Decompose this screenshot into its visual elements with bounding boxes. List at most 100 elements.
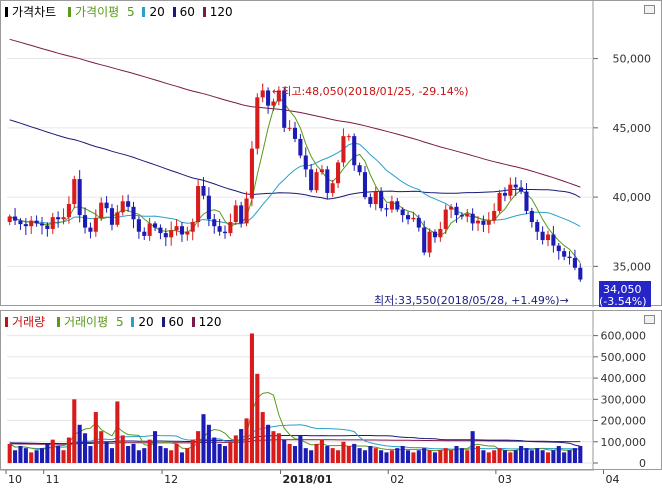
date-tick-label: 11 xyxy=(46,473,60,486)
volume-bar xyxy=(572,448,577,463)
volume-bar xyxy=(249,333,254,463)
volume-bar xyxy=(115,401,120,463)
legend-ma120: 120 xyxy=(209,5,233,19)
candle-body xyxy=(508,184,513,196)
volume-bar xyxy=(454,446,459,463)
date-tick-label: 03 xyxy=(498,473,512,486)
volume-bar xyxy=(244,418,249,463)
candle-body xyxy=(88,227,93,232)
volume-bar xyxy=(567,450,572,463)
legend-marker-icon xyxy=(68,7,71,17)
candle-body xyxy=(454,206,459,216)
candle-body xyxy=(233,205,238,223)
candle-body xyxy=(362,172,368,198)
candle-body xyxy=(179,226,184,235)
volume-bar xyxy=(314,443,319,463)
candle-body xyxy=(465,213,470,217)
volume-bar xyxy=(179,452,184,463)
candle-body xyxy=(545,234,551,241)
legend-vma60: 60 xyxy=(168,315,184,329)
candle-body xyxy=(352,136,357,166)
candle-body xyxy=(481,220,486,225)
date-tick-label: 12 xyxy=(164,473,178,486)
volume-tick-label: 600,000 xyxy=(601,330,647,343)
candle-body xyxy=(438,228,443,238)
price-tick-label: 40,000 xyxy=(613,191,652,204)
candle-body xyxy=(158,227,163,234)
legend-marker-icon xyxy=(161,317,165,327)
legend-marker-icon xyxy=(131,317,135,327)
candle-body xyxy=(147,223,152,236)
candle-body xyxy=(578,267,583,280)
volume-bar xyxy=(271,431,276,463)
candle-body xyxy=(384,208,389,210)
candle-body xyxy=(126,201,131,207)
volume-bar xyxy=(233,435,238,463)
volume-bar xyxy=(362,450,368,463)
candle-body xyxy=(174,226,179,231)
candle-body xyxy=(556,245,561,252)
volume-legend: 거래량 거래이평 5 20 60 120 xyxy=(5,313,230,330)
candle-body xyxy=(271,101,276,106)
price-legend-title: 가격차트 xyxy=(5,5,64,19)
volume-bar xyxy=(23,448,28,463)
volume-bar xyxy=(45,443,50,463)
volume-bar xyxy=(319,439,324,463)
volume-bar xyxy=(39,448,45,463)
candle-body xyxy=(142,231,147,236)
candle-body xyxy=(109,208,115,225)
volume-bar xyxy=(508,452,513,463)
volume-bar xyxy=(336,450,341,463)
volume-bar xyxy=(481,450,486,463)
volume-bar xyxy=(29,452,34,463)
volume-ma-legend: 거래이평 5 20 60 120 xyxy=(56,315,226,329)
candle-body xyxy=(104,202,109,209)
price-tick-label: 50,000 xyxy=(613,53,652,66)
volume-bar xyxy=(497,448,502,463)
date-tick-label: 10 xyxy=(8,473,22,486)
volume-bar xyxy=(13,450,18,463)
volume-bar xyxy=(422,448,427,463)
volume-bar xyxy=(395,448,400,463)
candle-body xyxy=(567,256,572,259)
candle-body xyxy=(115,212,120,225)
candle-body xyxy=(443,209,448,229)
candle-body xyxy=(529,210,534,223)
volume-bar xyxy=(330,448,335,463)
maximize-pane-button[interactable] xyxy=(644,315,655,324)
volume-bar xyxy=(72,399,77,463)
price-chart-pane[interactable]: 가격차트 가격이평 5 20 60 120 35,000 40,000 45,000… xyxy=(0,0,662,307)
candle-body xyxy=(120,201,125,213)
date-tick-label: 02 xyxy=(390,473,404,486)
price-tick-label: 35,000 xyxy=(613,260,652,273)
volume-bar xyxy=(104,441,109,463)
volume-tick-label: 500,000 xyxy=(601,351,647,364)
volume-chart-pane[interactable]: 거래량 거래이평 5 20 60 120 0 100,000 200,000 300,… xyxy=(0,310,662,471)
maximize-pane-button[interactable] xyxy=(644,5,655,14)
volume-bar xyxy=(83,433,88,463)
volume-bar xyxy=(373,448,378,463)
volume-bar xyxy=(56,446,61,463)
volume-bar xyxy=(303,448,308,463)
volume-bar xyxy=(152,431,158,463)
volume-bar xyxy=(556,446,561,463)
candle-body xyxy=(228,222,233,234)
volume-bar xyxy=(222,446,228,463)
volume-bar xyxy=(169,450,174,463)
volume-plot: 0 100,000 200,000 300,000 400,000 500,000 600,… xyxy=(7,311,647,471)
volume-bar xyxy=(255,373,260,463)
candle-body xyxy=(99,202,104,218)
candle-body xyxy=(217,226,222,232)
volume-bar xyxy=(416,450,421,463)
candle-body xyxy=(201,186,206,196)
candle-body xyxy=(50,217,55,229)
volume-bar xyxy=(406,450,411,463)
legend-ma60: 60 xyxy=(179,5,195,19)
candle-body xyxy=(486,220,491,225)
candle-body xyxy=(152,223,158,228)
candle-body xyxy=(513,184,518,188)
candle-body xyxy=(276,90,281,102)
candle-body xyxy=(45,225,50,229)
volume-bar xyxy=(260,412,265,463)
volume-bar xyxy=(465,450,470,463)
